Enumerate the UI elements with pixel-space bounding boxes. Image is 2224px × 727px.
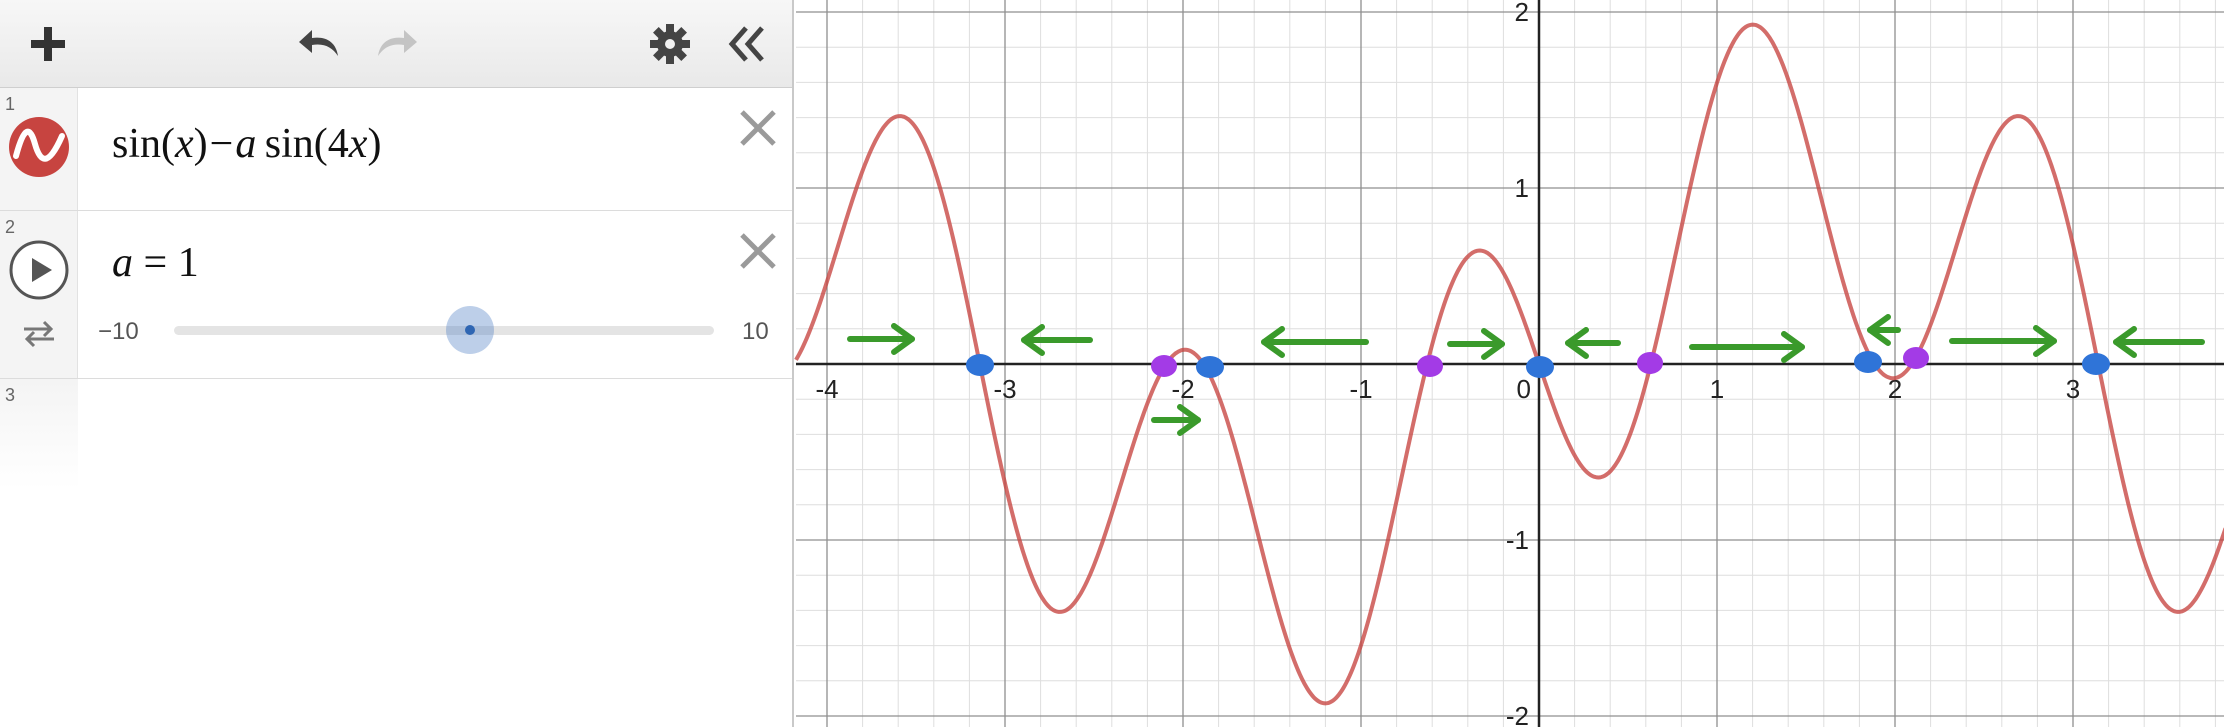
expression-row-2[interactable]: 2 a = 1 [0, 211, 792, 379]
flow-arrowhead [2113, 326, 2137, 358]
y-tick-label: -1 [1506, 525, 1529, 555]
flow-arrowhead [1481, 328, 1505, 360]
delete-expression-icon[interactable] [738, 108, 778, 148]
expression-gutter: 1 [0, 88, 78, 210]
expression-gutter: 2 [0, 211, 78, 378]
x-tick-label: -4 [815, 374, 838, 404]
paren: ) [193, 121, 208, 167]
x-tick-label: 0 [1517, 374, 1531, 404]
slider-equation[interactable]: a = 1 [112, 239, 199, 287]
slider-max-label: 10 [742, 318, 769, 345]
settings-button[interactable] [640, 14, 700, 74]
expression-formula[interactable]: sin(x)−a sin(4x) [112, 120, 381, 168]
minus-sign: − [209, 121, 234, 167]
x-tick-label: -1 [1349, 374, 1372, 404]
play-icon[interactable] [8, 239, 70, 301]
flow-arrowhead [2033, 325, 2057, 357]
flow-arrowhead [891, 323, 915, 355]
graph-paper[interactable]: -4 -3 -2 -1 0 1 2 3 2 1 -1 -2 [792, 0, 2224, 727]
loop-icon[interactable] [20, 317, 58, 349]
hand-drawn-annotations [847, 314, 2205, 436]
delete-expression-icon[interactable] [738, 231, 778, 271]
undo-button[interactable] [290, 14, 350, 74]
flow-arrowhead [1021, 324, 1045, 356]
toolbar [0, 0, 792, 88]
unstable-point-dot [1151, 355, 1177, 377]
redo-button[interactable] [366, 14, 426, 74]
stable-point-dot [1196, 356, 1224, 378]
x-tick-label: -2 [1171, 374, 1194, 404]
y-tick-label: -2 [1506, 701, 1529, 727]
flow-arrowhead [1261, 326, 1285, 358]
paren: ( [313, 121, 328, 167]
y-tick-label: 2 [1515, 0, 1529, 27]
x-tick-label: 1 [1710, 374, 1724, 404]
axes [796, 0, 2224, 727]
sin-function: sin [264, 121, 314, 167]
wave-icon[interactable] [8, 116, 70, 178]
collapse-panel-button[interactable] [716, 14, 776, 74]
unstable-point-dot [1903, 347, 1929, 369]
unstable-point-dot [1417, 355, 1443, 377]
slider-handle[interactable] [446, 306, 494, 354]
paren: ) [367, 121, 382, 167]
flow-arrowhead [1867, 314, 1891, 346]
row-number: 2 [5, 217, 16, 237]
slider-handle-dot [465, 325, 475, 335]
double-chevron-left-icon [728, 26, 764, 62]
expression-row-3[interactable]: 3 [0, 379, 792, 489]
stable-point-dot [1854, 351, 1882, 373]
expression-panel: 1 sin(x)−a sin(4x) 2 a [0, 0, 792, 727]
stable-point-dot [966, 354, 994, 376]
equals-sign: = [143, 240, 168, 286]
redo-icon [378, 30, 417, 56]
slider-track[interactable] [174, 326, 714, 335]
coefficient: 4 [327, 121, 349, 167]
x-tick-label: 3 [2066, 374, 2080, 404]
x-tick-label: -3 [993, 374, 1016, 404]
slider-min-label: −10 [98, 318, 139, 345]
x-tick-label: 2 [1888, 374, 1902, 404]
sin-function: sin [112, 121, 162, 167]
expression-row-1[interactable]: 1 sin(x)−a sin(4x) [0, 88, 792, 211]
flow-arrowhead [1177, 404, 1201, 436]
stable-point-dot [1526, 356, 1554, 378]
flow-arrowhead [1565, 327, 1589, 359]
plus-icon [31, 27, 65, 61]
add-expression-button[interactable] [18, 14, 78, 74]
stable-point-dot [2082, 353, 2110, 375]
variable-x: x [175, 121, 194, 167]
variable-a: a [112, 240, 133, 286]
tick-labels: -4 -3 -2 -1 0 1 2 3 2 1 -1 -2 [815, 0, 2080, 727]
gear-icon [650, 24, 690, 64]
flow-arrowhead [1781, 331, 1805, 363]
row-number: 1 [5, 94, 16, 114]
variable-x: x [348, 121, 368, 167]
paren: ( [161, 121, 176, 167]
unstable-point-dot [1637, 352, 1663, 374]
undo-icon [299, 30, 338, 56]
slider-value: 1 [177, 240, 199, 286]
expression-gutter: 3 [0, 379, 78, 489]
variable-a: a [235, 121, 257, 167]
function-curve [794, 22, 2224, 706]
row-number: 3 [5, 385, 16, 405]
y-tick-label: 1 [1515, 173, 1529, 203]
graph-canvas[interactable]: -4 -3 -2 -1 0 1 2 3 2 1 -1 -2 [794, 0, 2224, 727]
